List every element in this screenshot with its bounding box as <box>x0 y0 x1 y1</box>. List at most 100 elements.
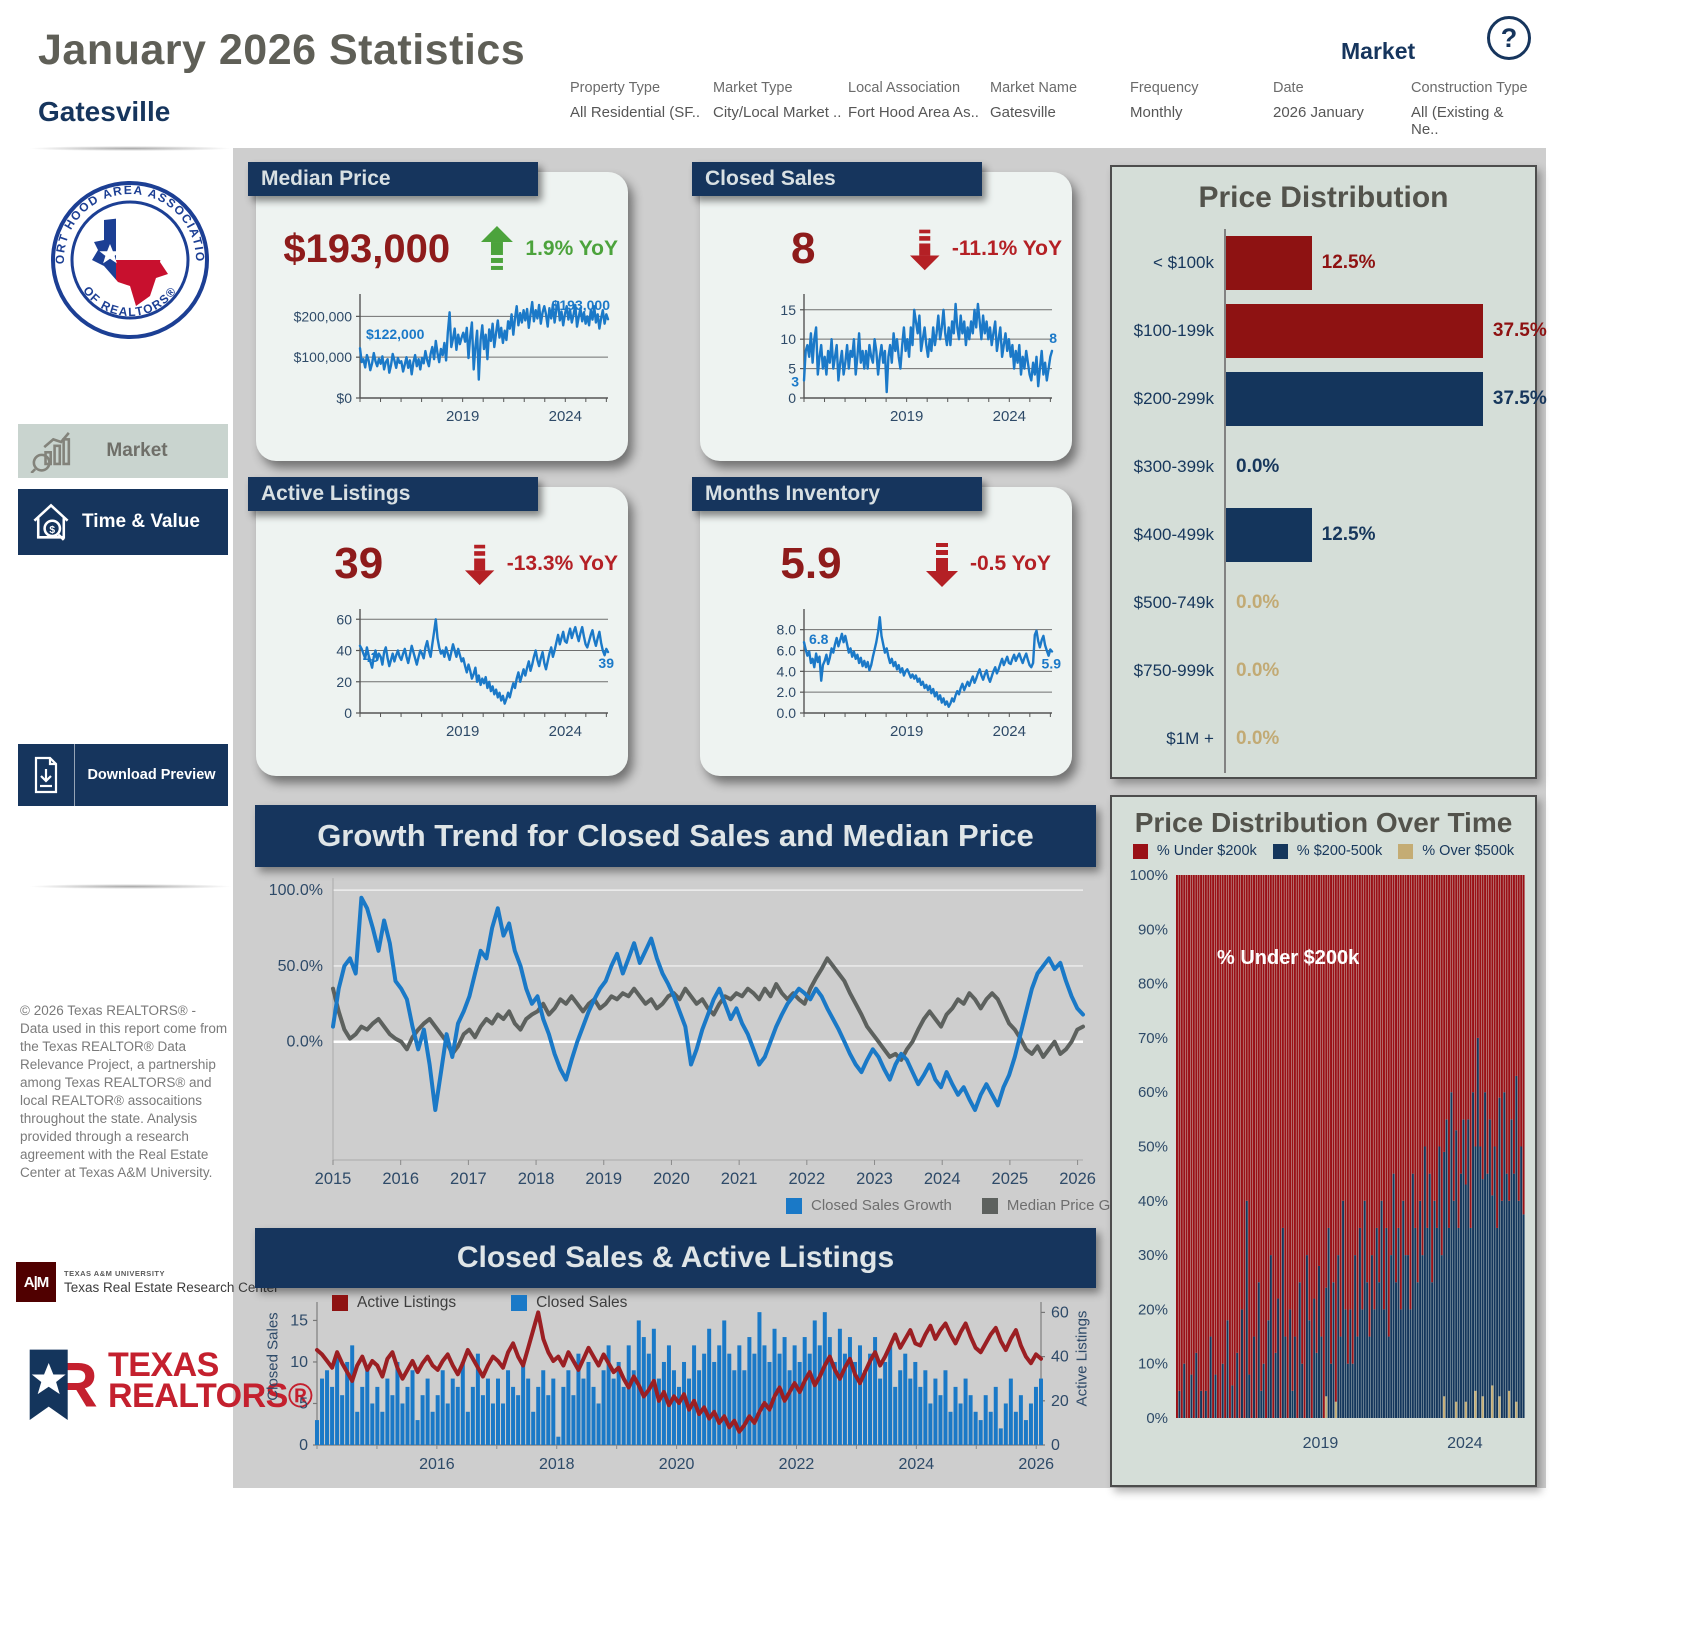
closed-sales-value: 8 <box>790 224 816 273</box>
svg-text:2018: 2018 <box>539 1456 575 1473</box>
svg-text:2023: 2023 <box>856 1170 893 1188</box>
download-preview-button[interactable]: Download Preview <box>18 744 228 806</box>
price-dist-bar[interactable] <box>1226 304 1483 358</box>
price-dist-value: 0.0% <box>1236 456 1280 477</box>
svg-text:50%: 50% <box>1138 1139 1168 1156</box>
combo-right-axis-title: Active Listings <box>1073 1310 1091 1407</box>
price-distribution-chart[interactable]: < $100k 12.5% $100-199k 37.5% $200-299k 37.5%… <box>1122 229 1547 773</box>
download-icon <box>18 744 75 806</box>
svg-text:6.8: 6.8 <box>809 631 829 647</box>
svg-text:0: 0 <box>299 1437 308 1454</box>
under-200k-swatch <box>1132 843 1148 859</box>
price-dist-row-label: $300-399k <box>1133 457 1214 476</box>
filter-property-type-value[interactable]: All Residential (SF.. <box>570 104 701 121</box>
svg-text:0: 0 <box>1051 1437 1060 1454</box>
svg-text:43: 43 <box>363 649 379 665</box>
filter-market-type: Market Type City/Local Market .. <box>713 80 848 138</box>
closed-sales-sparkline[interactable]: 0 5 10 15 2019 2024 3 8 <box>708 288 1064 445</box>
price-dist-bar[interactable] <box>1226 508 1312 562</box>
svg-text:2019: 2019 <box>1303 1435 1339 1452</box>
texas-realtors-logo: R TEXAS REALTORS® <box>24 1336 313 1426</box>
help-icon[interactable]: ? <box>1487 16 1531 60</box>
svg-text:2019: 2019 <box>890 723 923 740</box>
svg-text:$0: $0 <box>336 390 352 406</box>
under-200k-area-label: % Under $200k <box>1217 947 1360 969</box>
house-value-icon: $ <box>33 503 69 541</box>
svg-text:3: 3 <box>791 373 799 389</box>
active-listings-yoy: -13.3% YoY <box>506 552 618 575</box>
svg-text:100.0%: 100.0% <box>269 882 323 899</box>
svg-text:100%: 100% <box>1130 867 1168 884</box>
filter-date-value[interactable]: 2026 January <box>1273 104 1364 121</box>
median-price-sparkline[interactable]: $0 $100,000 $200,000 2019 2024 $122,000 $193,0… <box>264 288 620 445</box>
closed-sales-card: 8 -11.1% YoY 0 5 10 15 2019 2024 3 8 <box>700 172 1072 461</box>
svg-text:2016: 2016 <box>419 1456 455 1473</box>
months-inventory-header: Months Inventory <box>692 477 982 511</box>
filter-market-type-value[interactable]: City/Local Market .. <box>713 104 842 121</box>
svg-text:15: 15 <box>780 302 796 318</box>
price-dist-row: $500-749k 0.0% <box>1122 569 1530 637</box>
svg-text:5: 5 <box>788 361 796 377</box>
filter-construction-type-value[interactable]: All (Existing & Ne.. <box>1411 104 1504 138</box>
price-dist-row-label: $200-299k <box>1133 389 1214 408</box>
price-dist-value: 37.5% <box>1492 320 1547 341</box>
sidebar-divider <box>28 146 233 151</box>
sidebar-item-time-and-value[interactable]: $ Time & Value <box>18 489 228 555</box>
svg-text:2021: 2021 <box>721 1170 758 1188</box>
active-listings-header: Active Listings <box>248 477 538 511</box>
svg-text:2017: 2017 <box>450 1170 487 1188</box>
months-inventory-sparkline[interactable]: 0.0 2.0 4.0 6.0 8.0 2019 2024 6.8 5.9 <box>708 603 1064 760</box>
svg-text:40: 40 <box>1051 1349 1069 1366</box>
svg-text:2024: 2024 <box>1447 1435 1483 1452</box>
svg-text:15: 15 <box>290 1312 308 1329</box>
price-dist-over-time-panel: Price Distribution Over Time % Under $20… <box>1110 795 1537 1487</box>
market-chart-icon <box>30 432 71 473</box>
svg-text:2024: 2024 <box>924 1170 961 1188</box>
tamu-mark: A|M <box>16 1262 56 1302</box>
active-listings-swatch <box>332 1295 348 1311</box>
svg-text:8.0: 8.0 <box>777 622 797 638</box>
filter-frequency-value[interactable]: Monthly <box>1130 104 1183 121</box>
growth-trend-chart[interactable]: 0.0% 50.0% 100.0% 2015 2016 2017 2018 2019 2020 2… <box>255 860 1096 1200</box>
active-listings-sparkline[interactable]: 0 20 40 60 2019 2024 43 39 <box>264 603 620 760</box>
svg-text:5: 5 <box>299 1395 308 1412</box>
price-dist-bar[interactable] <box>1226 372 1483 426</box>
200-500k-swatch <box>1272 843 1288 859</box>
filter-market-name-value[interactable]: Gatesville <box>990 104 1056 121</box>
svg-text:0: 0 <box>788 390 796 406</box>
svg-text:10: 10 <box>290 1354 308 1371</box>
svg-text:0: 0 <box>344 705 352 721</box>
svg-text:2019: 2019 <box>446 723 479 740</box>
combo-chart-legend: Active Listings Closed Sales <box>332 1294 627 1312</box>
filter-local-association-value[interactable]: Fort Hood Area As.. <box>848 104 979 121</box>
combo-chart[interactable]: 0 5 10 15 0 20 40 60 2016 2018 2020 2022 2024 2026 <box>255 1288 1096 1493</box>
closed-sales-header: Closed Sales <box>692 162 982 196</box>
svg-text:10: 10 <box>780 331 796 347</box>
sidebar-item-market[interactable]: Market <box>18 424 228 478</box>
over-500k-swatch <box>1398 843 1414 859</box>
svg-text:60: 60 <box>1051 1304 1069 1321</box>
svg-text:10%: 10% <box>1138 1356 1168 1373</box>
price-dist-row: $1M + 0.0% <box>1122 705 1530 773</box>
market-name-title: Gatesville <box>38 96 171 127</box>
price-dist-over-time-legend: % Under $200k % $200-500k % Over $500k <box>1112 843 1535 859</box>
filter-bar: Property Type All Residential (SF.. Mark… <box>570 80 1531 138</box>
page-title: January 2026 Statistics <box>38 26 526 74</box>
svg-text:39: 39 <box>598 655 614 671</box>
active-listings-value: 39 <box>334 539 384 588</box>
price-dist-over-time-title: Price Distribution Over Time <box>1134 807 1513 838</box>
price-dist-row-label: < $100k <box>1153 253 1214 272</box>
price-dist-over-time-chart[interactable]: 0% 10% 20% 30% 40% 50% 60% 70% 80% 90% 100% 2019 202… <box>1120 863 1531 1480</box>
price-dist-row: $200-299k 37.5% <box>1122 365 1547 433</box>
combo-chart-header: Closed Sales & Active Listings <box>255 1228 1096 1288</box>
svg-text:2018: 2018 <box>518 1170 555 1188</box>
price-dist-bar[interactable] <box>1226 236 1312 290</box>
filter-frequency: Frequency Monthly <box>1130 80 1273 138</box>
filter-market-name: Market Name Gatesville <box>990 80 1130 138</box>
svg-text:2025: 2025 <box>992 1170 1029 1188</box>
copyright-text: © 2026 Texas REALTORS® - Data used in th… <box>20 1003 228 1180</box>
svg-text:$122,000: $122,000 <box>366 326 425 342</box>
price-dist-row-label: $400-499k <box>1133 525 1214 544</box>
svg-text:40%: 40% <box>1138 1193 1168 1210</box>
